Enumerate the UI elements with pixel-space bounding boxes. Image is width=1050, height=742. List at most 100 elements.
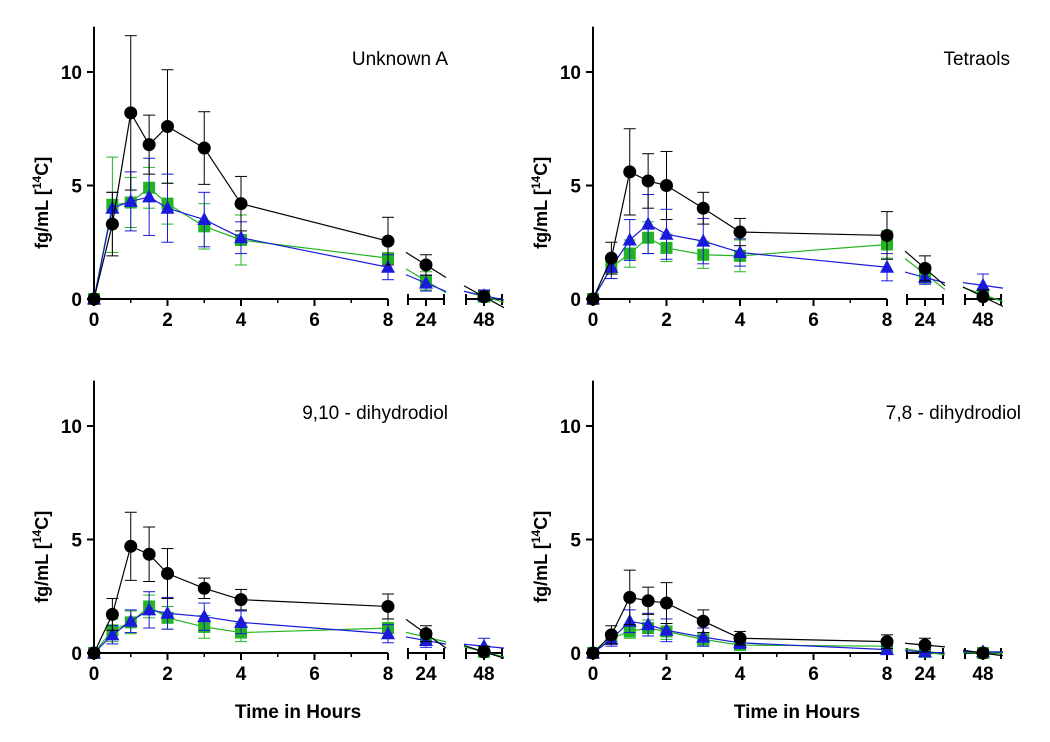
data-point bbox=[660, 179, 673, 192]
y-axis-label: fg/mL [14C] bbox=[30, 157, 52, 249]
data-point bbox=[623, 165, 637, 179]
x-tick-label: 4 bbox=[735, 664, 746, 685]
y-tick-label: 10 bbox=[61, 417, 82, 438]
data-point bbox=[641, 594, 655, 608]
data-point bbox=[696, 629, 711, 643]
data-point bbox=[105, 217, 119, 231]
data-point bbox=[197, 609, 212, 623]
data-point bbox=[381, 234, 395, 248]
x-tick-label: 2 bbox=[661, 310, 672, 331]
y-tick-label: 10 bbox=[61, 63, 82, 84]
series-line bbox=[93, 111, 389, 300]
series-series-2 bbox=[87, 157, 505, 305]
panel-title: Unknown A bbox=[352, 49, 448, 70]
data-point bbox=[381, 259, 395, 273]
data-point bbox=[733, 631, 747, 645]
data-point bbox=[880, 228, 894, 242]
data-point bbox=[660, 596, 673, 610]
data-point bbox=[419, 627, 433, 641]
data-point bbox=[197, 212, 212, 226]
data-point bbox=[197, 141, 211, 155]
data-point bbox=[160, 200, 175, 214]
data-point bbox=[586, 292, 600, 306]
data-point bbox=[641, 174, 655, 188]
y-tick-label: 5 bbox=[570, 177, 581, 198]
data-point bbox=[918, 261, 932, 275]
y-axis-label: fg/mL [14C] bbox=[30, 511, 52, 603]
data-point bbox=[696, 614, 710, 628]
data-point bbox=[105, 627, 120, 641]
panel-title: 9,10 - dihydrodiol bbox=[302, 403, 448, 424]
x-tick-label: 2 bbox=[661, 664, 672, 685]
y-tick-label: 10 bbox=[560, 63, 581, 84]
y-tick-label: 0 bbox=[71, 644, 82, 665]
data-point bbox=[976, 646, 990, 660]
y-tick-label: 0 bbox=[570, 644, 581, 665]
data-point bbox=[641, 216, 656, 230]
data-point bbox=[142, 602, 157, 616]
series-line bbox=[592, 596, 888, 654]
y-tick-label: 5 bbox=[570, 531, 581, 552]
data-point bbox=[477, 290, 491, 304]
data-point bbox=[381, 599, 395, 613]
series-series-1 bbox=[87, 35, 505, 309]
data-point bbox=[87, 646, 101, 660]
data-point bbox=[733, 244, 747, 258]
x-tick-label: 8 bbox=[882, 310, 893, 331]
x-tick-label: 2 bbox=[162, 664, 173, 685]
x-tick-label: 4 bbox=[236, 664, 247, 685]
y-tick-label: 0 bbox=[71, 290, 82, 311]
data-point bbox=[234, 614, 248, 628]
data-point bbox=[142, 189, 157, 203]
x-tick-label: 2 bbox=[162, 310, 173, 331]
data-point bbox=[234, 593, 248, 607]
data-point bbox=[880, 635, 894, 649]
x-tick-label: 6 bbox=[309, 310, 320, 331]
data-point bbox=[161, 567, 174, 581]
data-point bbox=[234, 197, 248, 211]
x-tick-label: 8 bbox=[383, 664, 394, 685]
x-tick-label: 24 bbox=[914, 310, 936, 331]
series-series-3 bbox=[88, 156, 505, 305]
x-tick-label: 24 bbox=[415, 664, 437, 685]
x-tick-label: 0 bbox=[89, 310, 100, 331]
data-point bbox=[105, 607, 119, 621]
panel-title: Tetraols bbox=[943, 49, 1010, 70]
data-point bbox=[641, 617, 656, 631]
series-series-2 bbox=[586, 609, 1003, 659]
data-point bbox=[696, 233, 711, 247]
y-axis-label: fg/mL [14C] bbox=[529, 511, 551, 603]
data-point bbox=[197, 581, 211, 595]
panel-title: 7,8 - dihydrodiol bbox=[886, 403, 1021, 424]
y-tick-label: 0 bbox=[570, 290, 581, 311]
data-point bbox=[234, 230, 248, 244]
data-point bbox=[696, 201, 710, 215]
data-point bbox=[477, 645, 491, 659]
data-point bbox=[586, 646, 600, 660]
data-point bbox=[160, 605, 175, 619]
x-tick-label: 48 bbox=[972, 310, 993, 331]
x-tick-label: 6 bbox=[808, 664, 819, 685]
x-tick-label: 6 bbox=[808, 310, 819, 331]
x-tick-label: 0 bbox=[588, 310, 599, 331]
series-series-1 bbox=[87, 511, 505, 660]
series-line bbox=[592, 171, 888, 300]
data-point bbox=[976, 277, 990, 291]
data-point bbox=[733, 225, 747, 239]
data-point bbox=[880, 259, 894, 273]
data-point bbox=[918, 638, 932, 652]
data-point bbox=[161, 119, 174, 133]
x-tick-label: 48 bbox=[972, 664, 993, 685]
y-tick-label: 5 bbox=[71, 531, 82, 552]
y-tick-label: 5 bbox=[71, 177, 82, 198]
series-series-1 bbox=[586, 569, 1004, 660]
data-point bbox=[142, 138, 156, 152]
data-point bbox=[623, 590, 637, 604]
y-axis-label: fg/mL [14C] bbox=[529, 157, 551, 249]
x-tick-label: 48 bbox=[473, 664, 494, 685]
series-series-3 bbox=[587, 221, 1004, 305]
